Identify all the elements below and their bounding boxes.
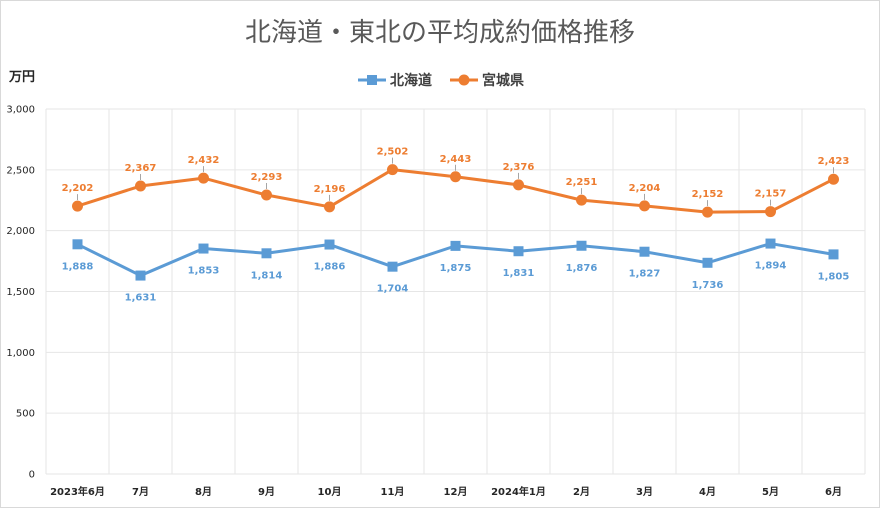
data-point-square	[702, 257, 713, 268]
y-axis-unit-label: 万円	[8, 70, 35, 85]
data-point-square	[639, 246, 650, 257]
data-point-circle	[261, 189, 272, 201]
y-tick-label: 500	[16, 409, 35, 420]
data-point-square	[135, 270, 146, 281]
data-point-circle	[702, 206, 713, 218]
x-tick-label: 11月	[381, 486, 405, 498]
x-tick-label: 2023年6月	[50, 485, 105, 498]
data-label: 2,251	[566, 177, 598, 188]
data-point-square	[513, 246, 524, 257]
data-label: 2,293	[251, 172, 283, 183]
series-2: 2,202 2,367 2,432 2,293 2,196 2,502 2,443 2,376…	[62, 147, 850, 218]
data-label: 1,805	[818, 271, 850, 282]
legend-label: 宮城県	[482, 72, 524, 89]
series-1: 1,888 1,631 1,853 1,814 1,886 1,704 1,875 1,831…	[62, 238, 850, 304]
legend-item-1: 北海道	[358, 72, 432, 89]
data-label: 2,443	[440, 154, 472, 165]
data-label: 2,152	[692, 189, 724, 200]
data-label: 2,376	[503, 162, 535, 173]
data-label: 2,202	[62, 183, 94, 194]
data-label: 1,876	[566, 263, 598, 274]
data-point-square	[576, 240, 587, 251]
data-point-circle	[72, 200, 83, 212]
y-tick-label: 1,500	[6, 287, 35, 298]
x-tick-label: 8月	[195, 486, 212, 498]
data-point-circle	[198, 172, 209, 184]
data-point-circle	[450, 171, 461, 183]
x-tick-label: 4月	[699, 486, 716, 498]
data-point-circle	[135, 180, 146, 192]
data-label: 2,367	[125, 163, 157, 174]
data-label: 2,432	[188, 155, 220, 166]
chart-title: 北海道・東北の平均成約価格推移	[245, 18, 635, 48]
y-tick-label: 1,000	[6, 348, 35, 359]
data-point-circle	[639, 200, 650, 212]
legend-marker-circle	[458, 74, 470, 86]
data-point-square	[765, 238, 776, 249]
data-label: 1,631	[125, 293, 157, 304]
legend-marker-square	[367, 75, 377, 85]
x-tick-label: 10月	[318, 486, 342, 498]
data-label: 1,875	[440, 263, 472, 274]
data-point-circle	[828, 173, 839, 185]
data-label: 2,196	[314, 184, 346, 195]
data-point-circle	[387, 164, 398, 176]
data-point-circle	[513, 179, 524, 191]
data-point-square	[387, 261, 398, 272]
data-label: 1,853	[188, 266, 220, 277]
data-point-square	[72, 239, 83, 250]
data-label: 2,157	[755, 189, 787, 200]
x-tick-label: 2024年1月	[491, 485, 546, 498]
x-tick-label: 7月	[132, 486, 149, 498]
data-point-square	[828, 249, 839, 260]
series-group: 1,888 1,631 1,853 1,814 1,886 1,704 1,875 1,831…	[62, 147, 850, 304]
data-point-circle	[765, 206, 776, 218]
data-point-square	[450, 240, 461, 251]
legend-label: 北海道	[390, 72, 432, 89]
y-tick-label: 3,000	[6, 105, 35, 116]
data-point-circle	[324, 201, 335, 213]
axes: 0 500 1,000 1,500 2,000 2,500 3,000 2023年6月 7月 8月…	[6, 105, 842, 499]
legend-item-2: 宮城県	[450, 72, 524, 89]
data-point-square	[324, 239, 335, 250]
data-label: 1,886	[314, 262, 346, 273]
data-label: 2,204	[629, 183, 661, 194]
x-tick-label: 3月	[636, 486, 653, 498]
x-tick-label: 6月	[825, 486, 842, 498]
data-label: 1,894	[755, 261, 787, 272]
y-tick-label: 2,000	[6, 226, 35, 237]
data-label: 1,704	[377, 284, 409, 295]
data-label: 1,827	[629, 269, 661, 280]
x-tick-label: 9月	[258, 486, 275, 498]
x-tick-label: 5月	[762, 486, 779, 498]
data-point-square	[198, 243, 209, 254]
data-label: 1,814	[251, 270, 283, 281]
x-tick-label: 12月	[444, 486, 468, 498]
y-tick-label: 2,500	[6, 165, 35, 176]
data-label: 1,831	[503, 268, 535, 279]
data-point-circle	[576, 194, 587, 206]
data-label: 1,736	[692, 280, 724, 291]
x-tick-label: 2月	[573, 486, 590, 498]
data-point-square	[261, 248, 272, 259]
data-label: 2,423	[818, 156, 850, 167]
legend: 北海道 宮城県	[358, 72, 524, 89]
data-label: 1,888	[62, 261, 94, 272]
data-label: 2,502	[377, 147, 409, 158]
y-tick-label: 0	[29, 470, 35, 481]
